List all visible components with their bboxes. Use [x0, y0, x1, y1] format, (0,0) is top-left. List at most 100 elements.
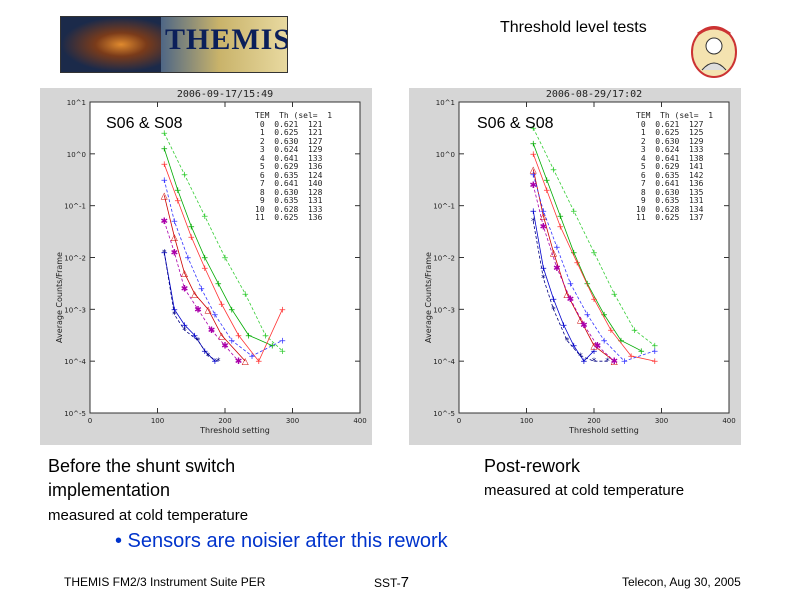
- legend-row: 3 0.624 129: [255, 145, 323, 154]
- series-line: [163, 221, 239, 362]
- data-point: +: [560, 321, 568, 331]
- data-point: △: [550, 248, 557, 258]
- series-line: [532, 169, 615, 362]
- data-point: +: [600, 336, 608, 346]
- caption-left-line2: implementation: [48, 480, 171, 500]
- caption-right-sub: measured at cold temperature: [484, 482, 685, 499]
- data-point: *: [565, 336, 570, 346]
- data-point: +: [160, 176, 168, 186]
- data-point: ✱: [221, 342, 229, 352]
- data-point: △: [530, 165, 537, 175]
- data-point: *: [216, 357, 221, 367]
- series-line: [163, 179, 283, 357]
- data-point: +: [590, 295, 598, 305]
- data-point: +: [187, 233, 195, 243]
- data-point: +: [573, 259, 581, 269]
- legend-row: 5 0.629 141: [636, 162, 704, 171]
- data-point: +: [262, 331, 270, 341]
- legend-row: 1 0.625 125: [636, 128, 704, 137]
- footer-page-value: 7: [400, 574, 410, 591]
- data-point: *: [172, 311, 177, 321]
- data-point: ✱: [160, 217, 168, 227]
- data-point: +: [211, 357, 219, 367]
- data-point: +: [651, 347, 659, 357]
- x-tick-label: 200: [218, 417, 231, 425]
- x-axis-label: Threshold setting: [199, 426, 270, 435]
- data-point: +: [279, 336, 287, 346]
- data-point: *: [551, 305, 556, 315]
- data-point: +: [279, 347, 287, 357]
- data-point: +: [543, 186, 551, 196]
- data-point: +: [171, 217, 179, 227]
- x-tick-label: 0: [457, 417, 461, 425]
- footer-right: Telecon, Aug 30, 2005: [622, 575, 741, 589]
- data-point: +: [248, 352, 256, 362]
- data-point: +: [583, 311, 591, 321]
- data-point: +: [610, 290, 618, 300]
- data-point: +: [529, 207, 537, 217]
- data-point: +: [218, 300, 226, 310]
- series-line: [163, 148, 273, 346]
- y-tick-label: 10^-4: [433, 358, 455, 366]
- data-point: ✱: [208, 326, 216, 336]
- data-point: *: [182, 326, 187, 336]
- y-axis-label: Average Counts/Frame: [424, 252, 433, 343]
- legend-row: 2 0.630 129: [636, 136, 704, 146]
- data-point: +: [160, 160, 168, 170]
- legend-row: 9 0.635 131: [636, 196, 704, 205]
- legend-row: 1 0.625 121: [255, 128, 323, 137]
- data-point: +: [651, 342, 659, 352]
- chart-timestamp: 2006-09-17/15:49: [177, 89, 273, 100]
- legend-row: 6 0.635 124: [255, 170, 323, 180]
- data-point: +: [228, 336, 236, 346]
- data-point: +: [160, 129, 168, 139]
- data-point: ✱: [540, 222, 548, 232]
- data-point: +: [201, 264, 209, 274]
- data-point: △: [205, 305, 212, 315]
- y-tick-label: 10^-4: [64, 358, 86, 366]
- data-point: ✱: [610, 357, 618, 367]
- data-point: ✱: [553, 264, 561, 274]
- legend-row: 8 0.630 128: [255, 187, 323, 197]
- data-point: +: [221, 254, 229, 264]
- data-point: +: [631, 326, 639, 336]
- series-line: [532, 127, 655, 346]
- data-point: ✱: [181, 285, 189, 295]
- bullet-point: • Sensors are noisier after this rework: [115, 530, 448, 552]
- y-tick-label: 10^-5: [64, 410, 86, 418]
- series-line: [163, 195, 246, 362]
- chart-left-svg: 2006-09-17/15:49 0 100 200 300 400 10^1 10^0 10^…: [55, 89, 367, 435]
- data-point: +: [621, 357, 629, 367]
- x-tick-label: 400: [353, 417, 366, 425]
- data-point: ✱: [194, 305, 202, 315]
- data-point: +: [600, 311, 608, 321]
- data-point: △: [171, 233, 178, 243]
- themis-mascot-icon: [691, 26, 737, 78]
- y-tick-label: 10^-2: [433, 255, 455, 263]
- data-point: +: [607, 326, 615, 336]
- legend-row: 11 0.625 137: [636, 213, 704, 222]
- footer-left: THEMIS FM2/3 Instrument Suite PER: [64, 575, 266, 589]
- data-point: +: [540, 207, 548, 217]
- data-point: +: [529, 150, 537, 160]
- legend-header: TEM Th (sel= 1: [255, 111, 333, 120]
- legend-row: 5 0.629 136: [255, 162, 323, 171]
- legend-row: 10 0.628 134: [636, 204, 704, 214]
- x-tick-label: 400: [722, 417, 735, 425]
- data-point: +: [228, 305, 236, 315]
- series-line: [163, 252, 219, 362]
- data-point: *: [541, 274, 546, 284]
- data-point: △: [242, 357, 249, 367]
- data-point: +: [184, 254, 192, 264]
- data-point: +: [590, 347, 598, 357]
- plot-area: [458, 101, 730, 414]
- data-point: +: [201, 212, 209, 222]
- y-tick-label: 10^-2: [64, 255, 86, 263]
- plot-area: [89, 101, 361, 414]
- data-point: +: [255, 357, 263, 367]
- data-point: *: [605, 357, 610, 367]
- data-point: +: [201, 347, 209, 357]
- data-point: +: [201, 254, 209, 264]
- data-point: +: [187, 222, 195, 232]
- y-tick-label: 10^1: [436, 99, 455, 107]
